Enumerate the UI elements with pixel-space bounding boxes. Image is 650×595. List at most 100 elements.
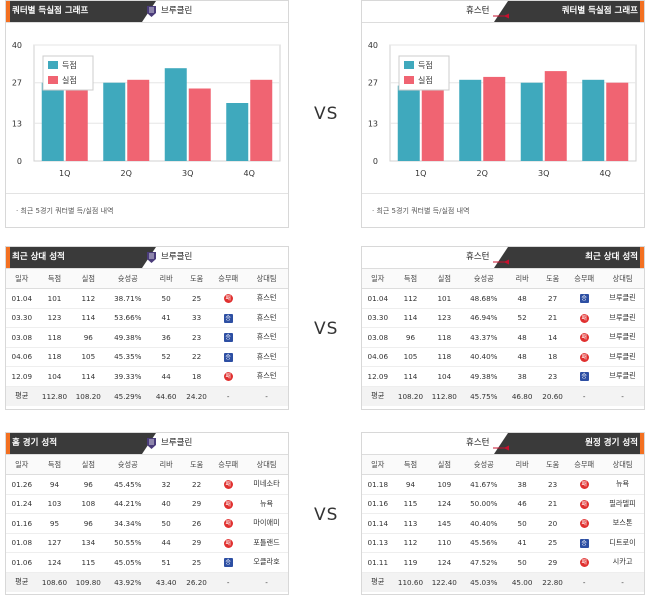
column-header: 득점 [37,455,72,475]
column-header: 도움 [537,269,568,289]
average-cell: 46.80 [506,386,538,406]
table-cell: 03.08 [362,327,394,348]
team-name: 휴스턴 [466,438,490,448]
result-badge: 승 [223,333,233,342]
average-cell: 112.80 [427,386,462,406]
table-cell: 01.26 [6,474,38,495]
table-cell: 40.40% [461,347,507,367]
allowed-bar [421,76,444,161]
table-row: 01.16 95 96 34.34% 50 26 패 마이애미 [6,513,288,534]
table-cell: 48 [506,327,538,348]
table-cell: 134 [71,533,106,553]
accent-bar [6,1,10,22]
table-cell: 38 [506,366,538,387]
recent-h2h-away-panel: 최근 상대 성적 휴스턴 일자 득점 실점 슛성공 리바 도움 승무패 상대팀 01.04 112 10… [361,246,645,410]
table-cell: 18 [537,347,568,367]
table-cell: 94 [393,474,428,495]
table-cell: 22 [181,347,212,367]
table-cell: 01.04 [362,288,394,309]
caption-text: 최근 5경기 쿼터별 득/실점 내역 [20,207,114,215]
average-cell: 평균 [6,572,38,592]
table-cell: 96 [71,474,106,495]
table-cell: 51 [150,552,182,573]
average-row: 평균 110.60 122.40 45.03% 45.00 22.80- - [362,572,644,592]
recent-h2h-home-panel: 최근 상대 성적 브루클린 일자 득점 실점 슛성공 리바 도움 승무패 상대팀 01.04 101 1… [5,246,289,410]
average-cell: 43.92% [105,572,151,592]
home-games-panel: 홈 경기 성적 브루클린 일자 득점 실점 슛성공 리바 도움 승무패 상대팀 01.26 94 96 4… [5,432,289,595]
table-cell: 브루클린 [601,308,644,328]
table-cell: 127 [37,533,72,553]
quarter-chart: 0 13 27 40 1Q 2Q 3Q 4Q 득점 실점 [6,23,288,193]
average-cell: 20.60 [537,386,568,406]
result-badge: 패 [223,519,233,528]
x-tick-label: 4Q [600,169,611,178]
result-badge: 패 [579,519,589,528]
average-cell: 45.75% [461,386,507,406]
legend-swatch [404,76,414,84]
rockets-logo-icon [493,254,510,265]
allowed-bar [188,88,211,161]
table-cell: 브루클린 [601,347,644,367]
column-header: 도움 [537,455,568,475]
score-bar [520,82,543,161]
table-cell: 53.66% [105,308,151,328]
panel-header: 쿼터별 득실점 그래프 브루클린 [6,1,288,23]
allowed-bar [65,82,88,161]
chart-caption: · 최근 5경기 쿼터별 득/실점 내역 [362,193,644,227]
table-cell: 38.71% [105,288,151,309]
average-cell: - [211,572,246,592]
vs-label: VS [314,505,339,525]
table-cell: 01.24 [6,494,38,514]
table-cell: 112 [393,533,428,553]
table-cell: 뉴욕 [601,474,644,495]
result-badge: 패 [223,538,233,548]
average-cell: - [567,572,602,592]
allowed-bar [544,71,567,161]
panel-title: 원정 경기 성적 [494,433,644,454]
result-cell: 승 [211,327,246,348]
table-cell: 26 [181,513,212,534]
average-cell: - [601,386,644,406]
result-badge: 승 [223,352,233,362]
column-header: 득점 [393,269,428,289]
legend-swatch [48,61,58,69]
y-tick-label: 40 [12,41,22,50]
chart-caption: · 최근 5경기 쿼터별 득/실점 내역 [6,193,288,227]
table-cell: 110 [427,533,462,553]
team-name: 휴스턴 [466,6,490,16]
table-cell: 38 [506,474,538,495]
team-label: 휴스턴 [466,247,510,268]
score-bar [582,79,605,161]
column-header: 슛성공 [461,455,507,475]
table-cell: 45.35% [105,347,151,367]
table-row: 03.30 123 114 53.66% 41 33 승 휴스턴 [6,308,288,328]
result-cell: 패 [211,533,246,553]
panel-title: 최근 상대 성적 [6,247,156,268]
table-cell: 휴스턴 [245,327,288,348]
vs-label: VS [314,104,339,124]
rockets-logo-icon [493,8,510,19]
table-cell: 118 [427,327,462,348]
table-cell: 124 [427,552,462,573]
x-tick-label: 2Q [477,169,488,178]
result-cell: 승 [567,366,602,387]
table-cell: 33 [181,308,212,328]
table-cell: 46 [506,494,538,514]
y-tick-label: 40 [368,41,378,50]
legend-box [42,55,94,91]
table-cell: 41 [506,533,538,553]
average-cell: 122.40 [427,572,462,592]
average-cell: 평균 [362,572,394,592]
column-header: 상대팀 [601,269,644,289]
table-cell: 01.11 [362,552,394,573]
average-cell: 26.20 [181,572,212,592]
table-cell: 44 [150,366,182,387]
table-cell: 마이애미 [245,513,288,534]
average-row: 평균 108.60 109.80 43.92% 43.40 26.20- - [6,572,288,592]
result-cell: 패 [211,366,246,387]
column-header: 승무패 [567,269,602,289]
table-cell: 03.30 [362,308,394,328]
table-cell: 52 [150,347,182,367]
table-cell: 03.30 [6,308,38,328]
legend-label: 실점 [418,75,433,85]
